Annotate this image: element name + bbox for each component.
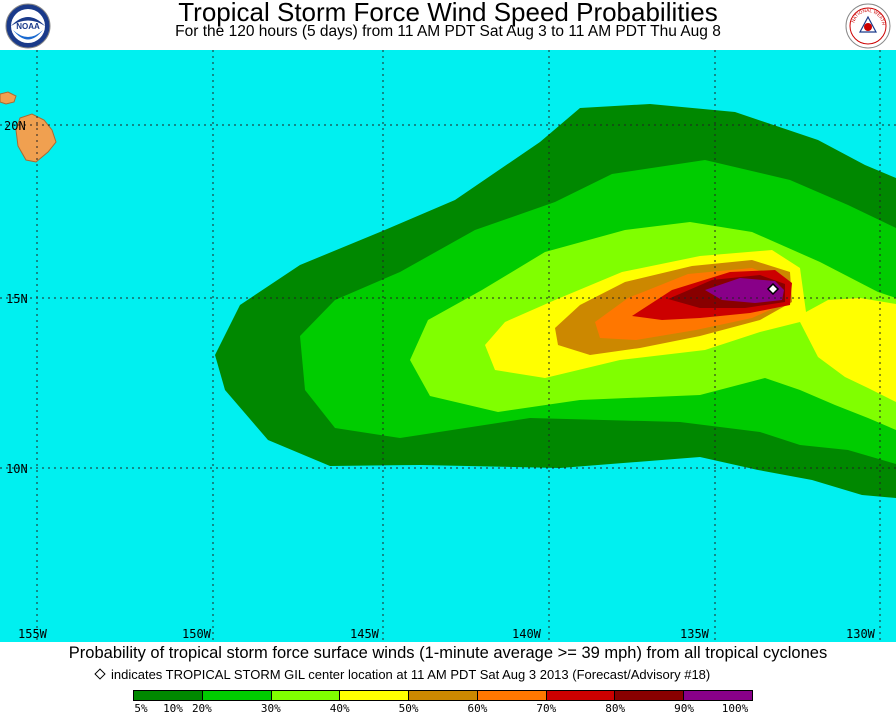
noaa-logo: NOAA [5,3,51,49]
noaa-logo-text: NOAA [16,22,40,31]
legend-swatch [409,691,478,700]
legend-label: 10% [163,702,183,715]
map-caption: Probability of tropical storm force surf… [68,644,828,662]
diamond-icon [766,282,780,296]
lat-label-10n: 10N [6,462,28,476]
page-title: Tropical Storm Force Wind Speed Probabil… [178,0,718,27]
legend-swatch [615,691,685,700]
legend-labels: 5% 10% 20% 30% 40% 50% 60% 70% 80% 90% 100% [0,702,896,716]
diamond-icon [94,668,106,680]
lon-label-150w: 150W [182,627,212,641]
legend-label: 70% [536,702,557,715]
lon-label-155w: 155W [18,627,48,641]
lon-label-135w: 135W [680,627,710,641]
longitude-labels: 155W 150W 145W 140W 135W 130W [18,627,876,641]
legend-label: 40% [329,702,350,715]
lon-label-145w: 145W [350,627,380,641]
legend-label: 60% [467,702,488,715]
storm-location-note-text: indicates TROPICAL STORM GIL center loca… [111,667,711,682]
header: NOAA Tropical Storm Force Wind Speed Pro… [0,0,896,50]
legend-label: 20% [191,702,212,715]
lon-label-140w: 140W [512,627,542,641]
prob-contour-80 [705,278,784,303]
lon-label-130w: 130W [846,627,876,641]
legend-label: 90% [674,702,695,715]
latitude-labels: 20N 15N 10N [4,119,28,476]
nws-logo: NATIONAL WEATHER SERVICE [843,0,891,49]
legend-swatch [684,691,753,700]
legend-label: 100% [721,702,749,715]
graticule [0,50,896,642]
legend-swatch [134,691,203,700]
hawaiian-islands [0,91,57,163]
probability-color-legend [133,690,753,701]
storm-location-note: indicates TROPICAL STORM GIL center loca… [94,666,711,684]
legend-swatch [271,691,341,700]
legend-swatch [202,691,272,700]
legend-label: 5% [134,702,148,715]
island-hawaii [15,113,57,163]
legend-swatch [546,691,616,700]
legend-swatch [477,691,547,700]
legend-label: 30% [260,702,281,715]
lat-label-20n: 20N [4,119,26,133]
legend-label: 50% [398,702,419,715]
legend-swatch [340,691,410,700]
legend-label: 80% [605,702,626,715]
island-maui [0,91,17,105]
lat-label-15n: 15N [6,292,28,306]
probability-map: 20N 15N 10N 155W 150W 145W 140W 135W 130… [0,50,896,642]
page-subtitle: For the 120 hours (5 days) from 11 AM PD… [175,23,721,40]
